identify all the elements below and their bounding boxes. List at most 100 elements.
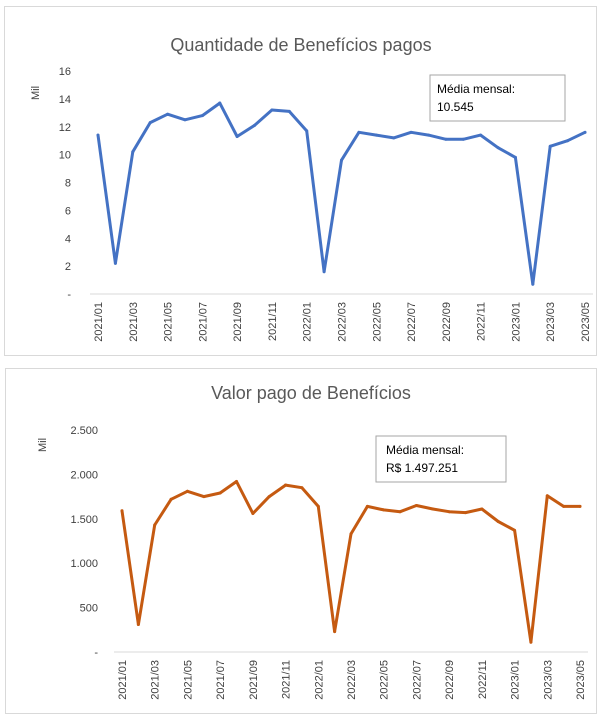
x-tick-label: 2021/09 xyxy=(232,302,244,342)
data-point xyxy=(426,133,430,137)
data-point xyxy=(287,109,291,113)
data-point xyxy=(340,158,343,162)
x-tick-label: 2022/09 xyxy=(444,660,456,700)
data-point xyxy=(183,118,187,122)
data-point xyxy=(235,135,239,139)
data-point xyxy=(251,511,255,515)
annotation-value: R$ 1.497.251 xyxy=(386,461,458,475)
data-point xyxy=(461,137,465,141)
data-point xyxy=(496,146,500,150)
series-line xyxy=(120,480,582,644)
y-tick-label: 8 xyxy=(65,178,71,190)
x-tick-label: 2022/11 xyxy=(476,302,488,341)
y-tick-label: 10 xyxy=(59,150,71,162)
data-point xyxy=(382,508,386,512)
data-point xyxy=(113,261,117,265)
x-tick-label: 2023/05 xyxy=(575,660,587,700)
x-tick-label: 2022/05 xyxy=(379,660,391,700)
data-point xyxy=(496,519,500,523)
data-point xyxy=(447,510,451,514)
series-line xyxy=(96,101,587,286)
data-point xyxy=(349,532,353,536)
data-point xyxy=(253,123,257,127)
chart-panel-valor: Valor pago de Benefícios Mil - 500 1.000 1.… xyxy=(5,368,597,714)
data-point xyxy=(431,507,435,511)
chart-title: Valor pago de Benefícios xyxy=(211,383,411,403)
data-point xyxy=(166,112,170,116)
x-tick-label: 2021/03 xyxy=(150,660,162,700)
x-tick-label: 2022/07 xyxy=(406,302,418,342)
plot-area: - 500 1.000 1.500 2.000 2.500 2021/01 2021/03 20… xyxy=(70,425,588,700)
y-axis-label: Mil xyxy=(37,438,49,452)
data-point xyxy=(148,121,152,125)
plot-area: - 2 4 6 8 10 12 14 16 2021/01 2021/03 2021/05 2021/0… xyxy=(59,66,593,342)
x-tick-label: 2022/01 xyxy=(302,302,314,342)
y-tick-label: 1.000 xyxy=(70,558,98,570)
y-tick-label: - xyxy=(94,647,98,659)
data-point xyxy=(316,504,320,508)
data-point xyxy=(365,504,369,508)
data-point xyxy=(131,150,135,154)
x-tick-label: 2022/03 xyxy=(337,302,349,342)
data-point xyxy=(169,497,173,501)
x-tick-label: 2023/03 xyxy=(542,660,554,700)
x-tick-label: 2023/03 xyxy=(545,302,557,342)
x-tick-label: 2021/03 xyxy=(128,302,140,342)
data-point xyxy=(357,130,361,134)
x-tick-label: 2022/03 xyxy=(346,660,358,700)
x-tick-label: 2021/07 xyxy=(197,302,209,342)
data-point xyxy=(322,270,326,274)
y-tick-label: 2.000 xyxy=(70,469,98,481)
data-point xyxy=(479,133,483,137)
data-point xyxy=(96,133,100,137)
data-point xyxy=(409,130,413,134)
data-point xyxy=(218,101,222,105)
data-point xyxy=(374,133,378,137)
chart-quantidade: Quantidade de Benefícios pagos Mil - 2 4 6 8… xyxy=(30,35,593,342)
data-point xyxy=(153,523,157,527)
x-tick-label: 2022/07 xyxy=(411,660,423,700)
y-tick-label: 12 xyxy=(59,122,71,134)
x-tick-label: 2023/01 xyxy=(510,660,522,700)
data-point xyxy=(562,504,566,508)
x-tick-label: 2023/01 xyxy=(510,302,522,342)
chart-title: Quantidade de Benefícios pagos xyxy=(170,35,431,55)
y-tick-label: 2.500 xyxy=(70,425,98,437)
y-tick-label: 16 xyxy=(59,66,71,78)
data-point xyxy=(531,282,535,286)
annotation-line1: Média mensal: xyxy=(386,443,464,457)
chart-panel-quantidade: Quantidade de Benefícios pagos Mil - 2 4 6 8… xyxy=(4,6,597,356)
data-point xyxy=(566,139,570,143)
x-tick-label: 2023/05 xyxy=(580,302,592,342)
data-point xyxy=(136,622,140,626)
data-point xyxy=(444,137,448,141)
x-tick-label: 2021/01 xyxy=(117,660,129,700)
y-tick-label: 1.500 xyxy=(70,514,98,526)
chart-valor: Valor pago de Benefícios Mil - 500 1.000 1.… xyxy=(37,383,588,700)
data-point xyxy=(270,108,274,112)
data-point xyxy=(305,129,309,133)
x-tick-label: 2021/05 xyxy=(163,302,175,342)
data-point xyxy=(333,630,337,634)
data-point xyxy=(200,114,204,118)
annotation-value: 10.545 xyxy=(437,100,474,114)
data-point xyxy=(284,483,288,487)
x-tick-label: 2021/01 xyxy=(93,302,105,342)
data-point xyxy=(398,510,402,514)
y-tick-label: 14 xyxy=(59,94,71,106)
data-point xyxy=(392,136,396,140)
data-point xyxy=(545,494,549,498)
data-point xyxy=(267,495,271,499)
x-tick-label: 2022/01 xyxy=(313,660,325,700)
y-tick-label: - xyxy=(67,289,71,301)
x-tick-label: 2021/11 xyxy=(281,660,293,699)
y-axis-label: Mil xyxy=(30,86,42,100)
annotation-line1: Média mensal: xyxy=(437,82,515,96)
data-point xyxy=(185,489,189,493)
data-point xyxy=(464,511,467,515)
y-tick-label: 2 xyxy=(65,261,71,273)
data-point xyxy=(235,480,238,484)
data-point xyxy=(218,491,222,495)
data-point xyxy=(513,528,517,532)
y-tick-label: 500 xyxy=(80,603,98,615)
